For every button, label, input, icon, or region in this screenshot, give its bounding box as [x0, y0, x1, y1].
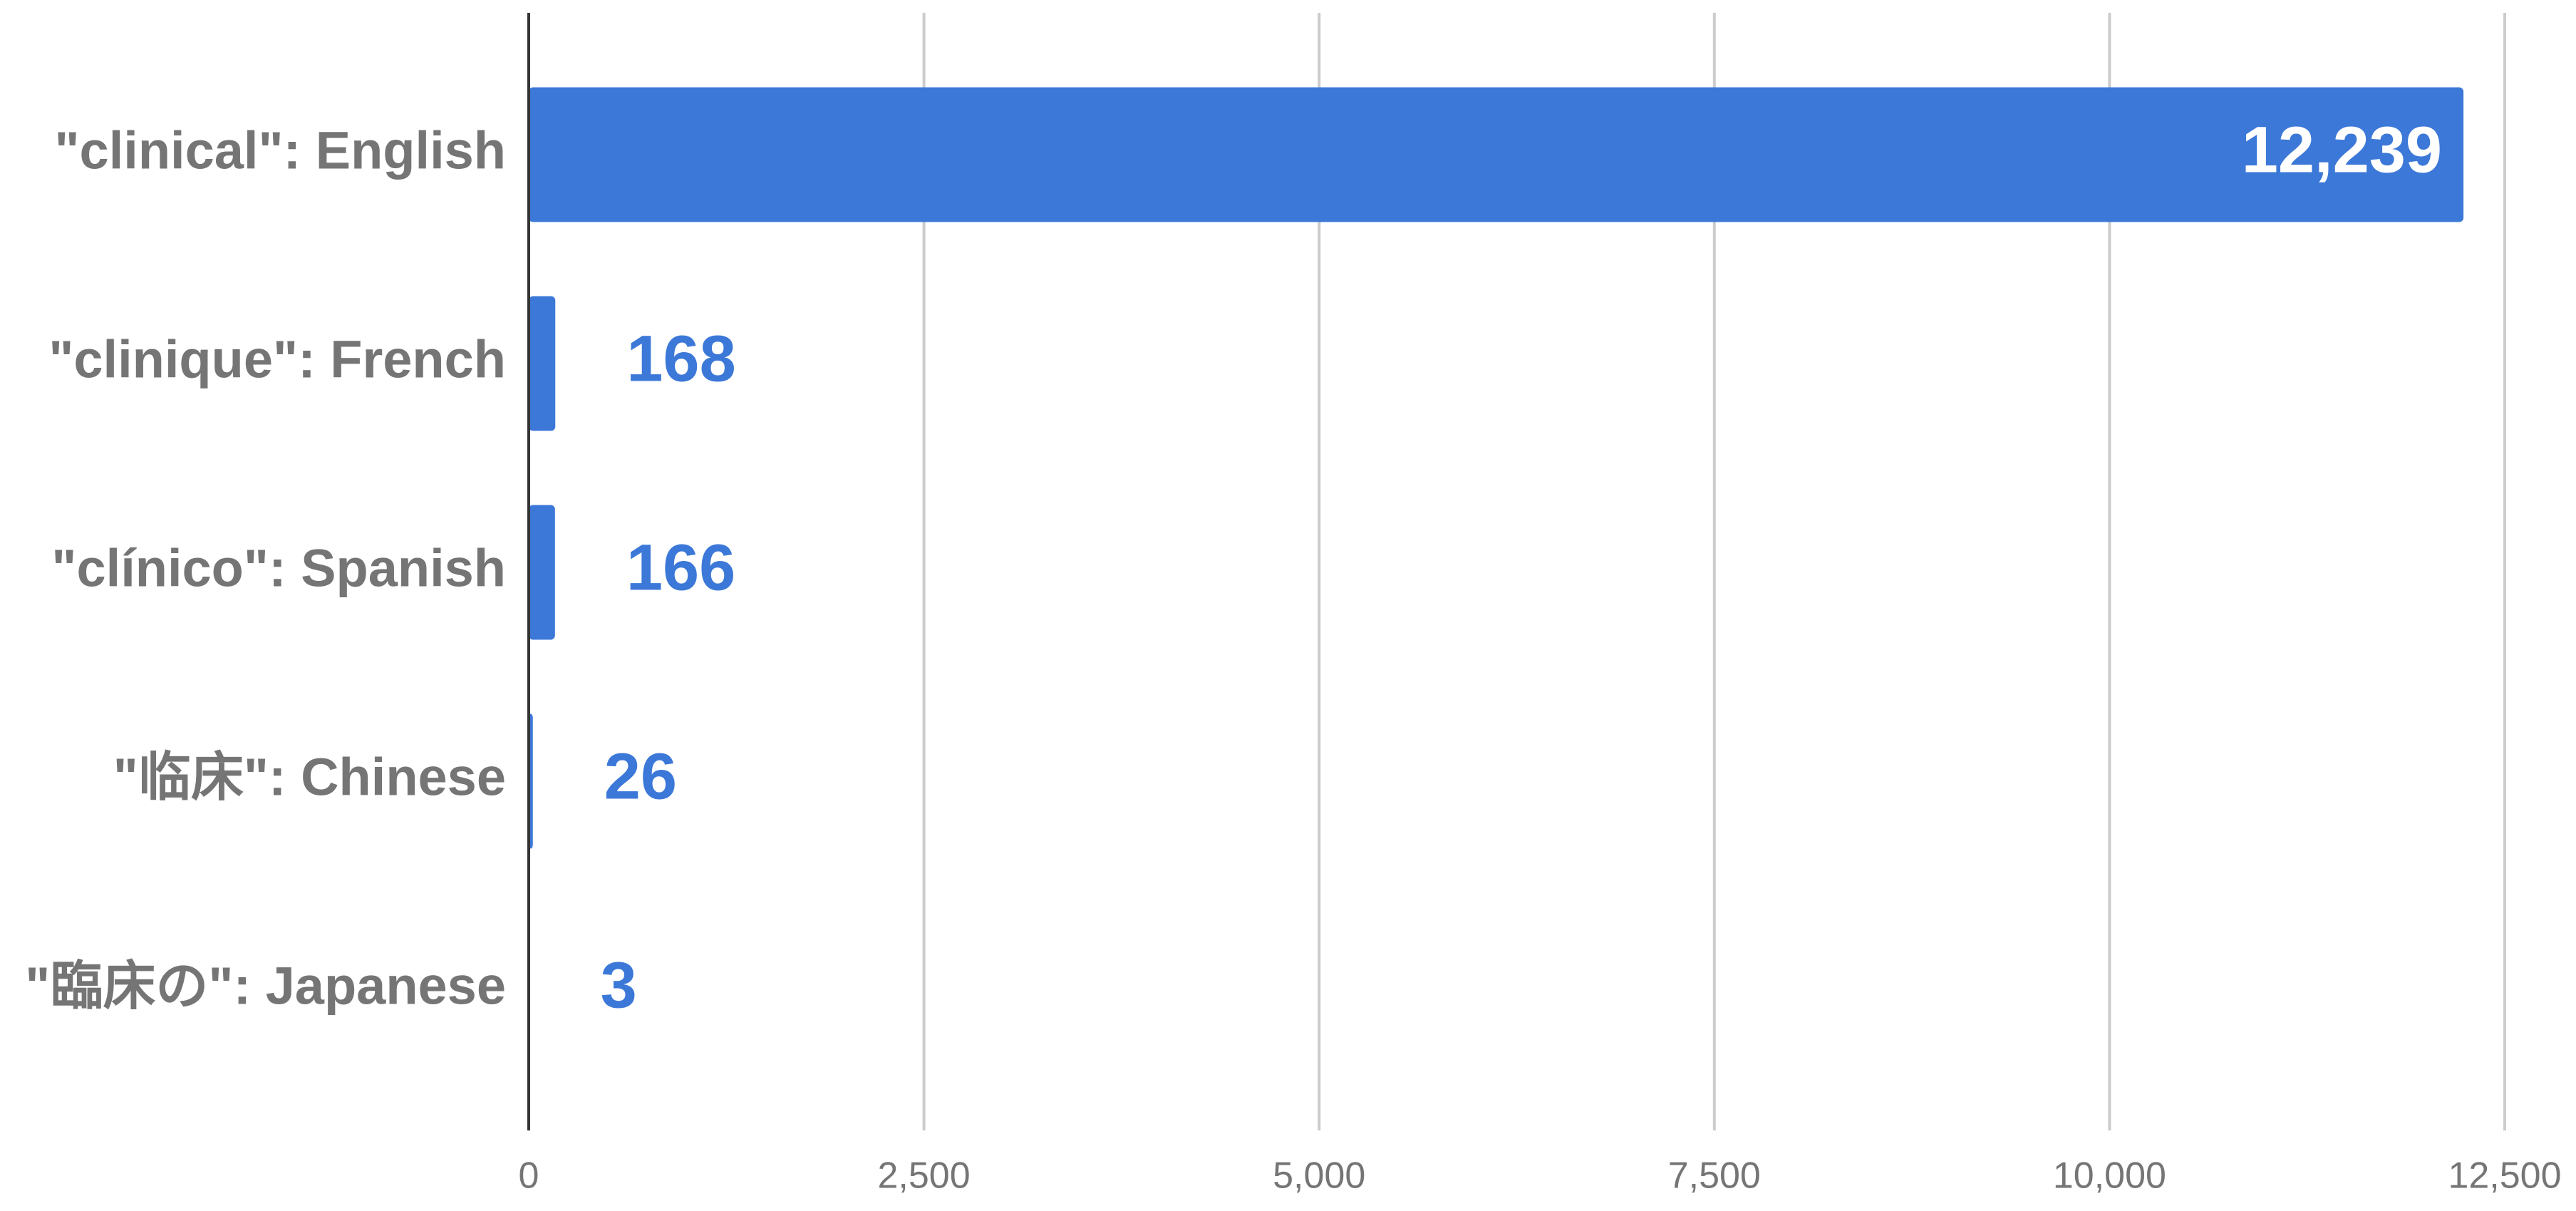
- y-tick-label: "clínico": Spanish: [51, 539, 506, 598]
- value-label: 166: [626, 531, 736, 604]
- bar: [529, 296, 556, 431]
- bar: [529, 87, 2464, 222]
- x-tick-label: 10,000: [2053, 1155, 2166, 1197]
- x-tick-label: 12,500: [2448, 1155, 2561, 1197]
- x-tick-label: 2,500: [878, 1155, 971, 1197]
- y-tick-label: "clinique": French: [48, 330, 506, 389]
- y-tick-label: "臨床の": Japanese: [25, 957, 506, 1016]
- value-label: 12,239: [2242, 113, 2442, 186]
- value-label: 168: [626, 322, 735, 395]
- y-tick-label: "clinical": English: [54, 121, 506, 180]
- y-tick-label: "临床": Chinese: [113, 748, 506, 807]
- x-tick-label: 5,000: [1273, 1155, 1365, 1197]
- x-tick-label: 0: [519, 1155, 539, 1197]
- value-label: 26: [604, 740, 677, 813]
- bar: [529, 505, 555, 640]
- x-tick-label: 7,500: [1668, 1155, 1761, 1197]
- value-label: 3: [601, 949, 637, 1021]
